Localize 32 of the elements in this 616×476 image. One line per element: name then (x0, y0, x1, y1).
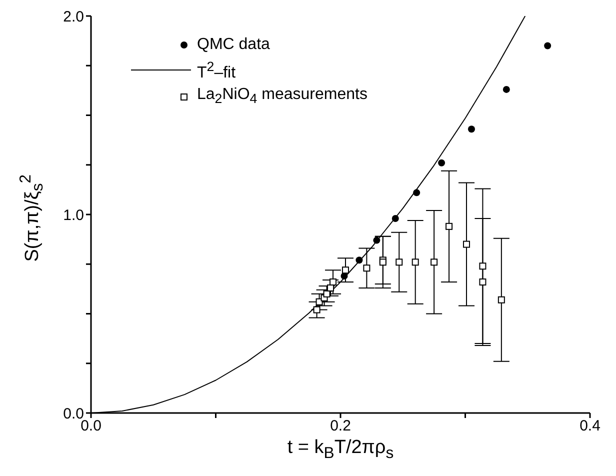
point (468, 126, 475, 133)
point (544, 42, 552, 50)
point (330, 278, 337, 286)
point (498, 296, 505, 304)
point (438, 159, 446, 166)
point (323, 290, 330, 298)
y-tick-label: 1.0 (63, 206, 84, 224)
point (479, 278, 486, 286)
point (363, 264, 370, 272)
point (413, 189, 420, 196)
point (430, 258, 438, 266)
x-tick-label: 0.2 (330, 418, 351, 435)
point (356, 256, 363, 264)
legend-label: La$_{2}$NiO$_{4}$ measurements (197, 85, 368, 109)
point (327, 284, 334, 292)
x-axis-title: t = k$_{B}$T/2πρ$_{s}$ (286, 437, 395, 463)
point (462, 240, 470, 248)
x-tick-label: 0.0 (80, 418, 102, 435)
point (502, 86, 510, 93)
point (373, 236, 380, 244)
point (396, 258, 403, 266)
legend-label: T$^{2}$–fit (197, 58, 236, 84)
point (446, 222, 453, 230)
point (313, 306, 320, 314)
point (479, 262, 486, 270)
x-tick-label: 0.4 (580, 418, 600, 435)
point (340, 272, 348, 280)
legend-label: QMC data (197, 35, 270, 55)
point (412, 258, 419, 266)
point (342, 266, 349, 274)
point (392, 214, 399, 222)
y-tick-label: 2.0 (63, 8, 84, 26)
